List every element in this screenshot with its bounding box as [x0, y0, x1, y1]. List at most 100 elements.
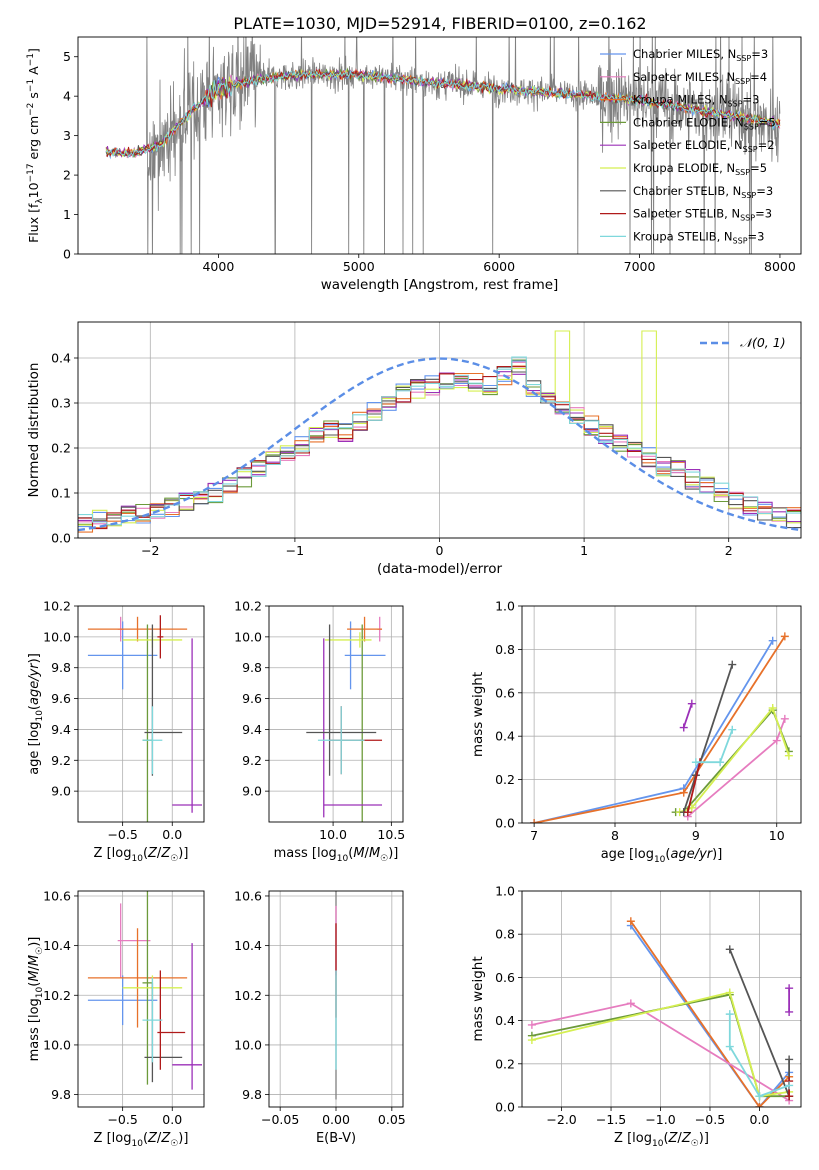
y-tick-label: 0.0: [495, 1100, 515, 1115]
weight-marker: [768, 703, 777, 712]
weight-marker: [530, 819, 539, 823]
y-axis-label: mass weight: [470, 672, 486, 757]
weight-series: [527, 917, 794, 1107]
x-axis-label: mass [log10(M/M☉)]: [274, 846, 399, 864]
figure-title: PLATE=1030, MJD=52914, FIBERID=0100, z=0…: [233, 14, 646, 33]
weight-marker: [725, 1010, 734, 1019]
x-tick-label: 8: [611, 828, 619, 843]
x-tick-label: 0.05: [378, 1112, 406, 1127]
y-tick-label: 10.2: [43, 988, 71, 1003]
axes-frame: [77, 36, 802, 255]
y-tick-label: 9.8: [51, 1087, 71, 1102]
x-tick-label: −0.5: [695, 1112, 725, 1127]
y-axis-label: mass [log10(M/M☉)]: [27, 937, 45, 1062]
y-axis-label: Flux [fλ10−17 erg cm−2 s−1 A−1]: [26, 48, 45, 243]
weight-marker: [728, 725, 737, 734]
y-tick-label: 4: [63, 89, 71, 104]
errorbars: [306, 616, 386, 822]
axes-frame: [77, 321, 802, 539]
weight-line: [687, 718, 786, 818]
y-tick-label: 10.2: [43, 599, 71, 614]
x-tick-label: 10.5: [377, 827, 405, 842]
x-tick-label: 0.0: [162, 1112, 182, 1127]
weight-marker: [755, 1103, 764, 1107]
weight-marker: [725, 988, 734, 997]
weight-line: [533, 635, 786, 823]
residuals-panel: −2 −1 0 1 2 0.0 0.1 0.2 0.3 0.4 𝒩(0, 1) (data-model…: [26, 321, 802, 577]
legend-entry: Salpeter STELIB, NSSP=3: [633, 207, 772, 223]
x-tick-label: 0.0: [750, 1112, 770, 1127]
weight-marker: [768, 636, 777, 645]
weight-marker: [679, 723, 688, 732]
y-tick-label: 0.4: [51, 351, 71, 366]
weight-marker: [527, 1020, 536, 1029]
age-vs-metallicity-panel: −0.5 0.0 9.0 9.2 9.4 9.6 9.8 10.0 10.2 Z [log10(Z…: [27, 599, 205, 864]
weight-marker: [784, 751, 793, 760]
histogram-series: [78, 356, 801, 526]
weight-line: [533, 640, 774, 823]
y-tick-label: 10.0: [43, 629, 71, 644]
y-tick-label: 10.6: [234, 888, 262, 903]
y-tick-label: 9.8: [242, 660, 262, 675]
y-tick-label: 9.4: [51, 722, 71, 737]
x-axis-label: E(B-V): [316, 1131, 356, 1146]
x-tick-label: 5000: [343, 259, 375, 274]
model-fit-line: [105, 69, 781, 158]
y-tick-label: 9.8: [51, 660, 71, 675]
legend-entry: Salpeter ELODIE, NSSP=2: [633, 138, 775, 154]
weight-marker: [780, 632, 789, 641]
model-fit-line: [105, 69, 781, 158]
legend-entry: Chabrier MILES, NSSP=3: [633, 47, 768, 63]
weight-marker: [679, 788, 688, 797]
x-axis-label: Z [log10(Z/Z☉)]: [94, 846, 189, 864]
weight-marker: [725, 945, 734, 954]
x-tick-label: −2: [141, 543, 159, 558]
legend-entry: Kroupa ELODIE, NSSP=5: [633, 161, 767, 177]
weight-marker: [683, 808, 692, 817]
y-tick-label: 2: [63, 168, 71, 183]
x-tick-label: 10.0: [319, 827, 347, 842]
y-tick-label: 9.6: [51, 691, 71, 706]
y-tick-label: 9.2: [242, 753, 262, 768]
weight-vs-metallicity-panel: −2.0 −1.5 −1.0 −0.5 0.0 0.0 0.2 0.4 0.6 0.8 1.0 Z […: [470, 884, 802, 1149]
y-tick-label: 0.4: [495, 1013, 515, 1028]
axes-frame: [268, 890, 404, 1108]
x-tick-label: −0.05: [261, 1112, 299, 1127]
y-tick-label: 0.6: [495, 685, 515, 700]
x-tick-label: −0.5: [107, 1112, 137, 1127]
x-tick-label: −1.0: [645, 1112, 675, 1127]
axes-frame: [268, 605, 404, 823]
weight-marker: [728, 660, 737, 669]
x-tick-label: 6000: [483, 259, 515, 274]
x-tick-label: 1: [580, 543, 588, 558]
weight-marker: [785, 1092, 794, 1101]
weight-marker: [785, 1007, 794, 1016]
weight-marker: [725, 1042, 734, 1051]
x-tick-label: 7000: [624, 259, 656, 274]
mass-vs-ebv-panel: −0.05 0.00 0.05 9.8 10.0 10.2 10.4 10.6 E(B-V): [234, 888, 406, 1146]
y-tick-label: 0.6: [495, 970, 515, 985]
y-tick-label: 1.0: [495, 599, 515, 614]
weight-marker: [785, 1081, 794, 1090]
weight-marker: [772, 736, 781, 745]
y-tick-label: 0.2: [495, 772, 515, 787]
y-axis-label: age [log10(age/yr)]: [27, 653, 45, 775]
y-tick-label: 10.2: [234, 988, 262, 1003]
axes-frame: [77, 605, 205, 823]
legend-entry: Kroupa MILES, NSSP=3: [633, 93, 759, 109]
model-fit-line: [105, 69, 781, 159]
y-tick-label: 9.6: [242, 691, 262, 706]
x-tick-label: 0.0: [162, 827, 182, 842]
errorbars: [87, 615, 203, 822]
weight-vs-age-panel: 7 8 9 10 0.0 0.2 0.4 0.6 0.8 1.0 age [log10(age/yr…: [470, 599, 802, 865]
y-tick-label: 10.0: [234, 629, 262, 644]
x-tick-label: −0.5: [107, 827, 137, 842]
x-tick-label: 4000: [202, 259, 234, 274]
y-tick-label: 10.0: [234, 1037, 262, 1052]
y-tick-label: 0.2: [51, 441, 71, 456]
y-tick-label: 0.0: [495, 816, 515, 831]
y-tick-label: 10.4: [234, 938, 262, 953]
y-tick-label: 9.0: [242, 784, 262, 799]
weight-marker: [780, 714, 789, 723]
x-tick-label: 0.00: [322, 1112, 350, 1127]
